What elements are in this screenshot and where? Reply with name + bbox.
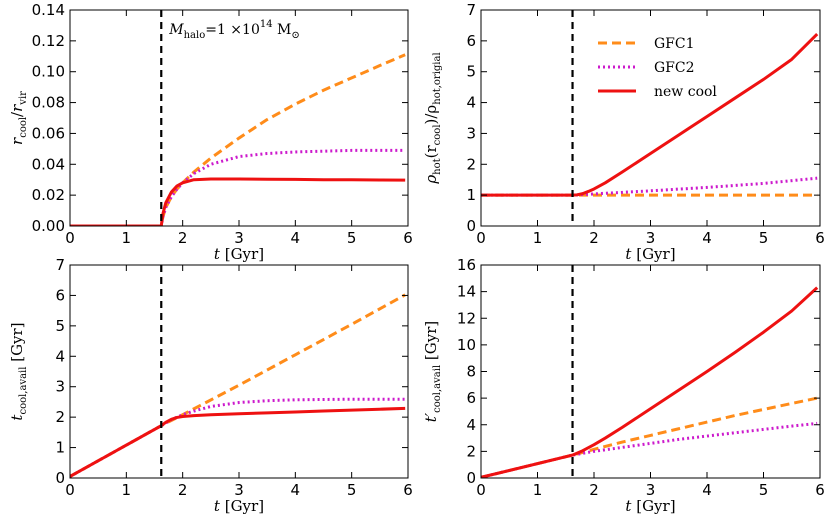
axes-frame <box>69 264 409 479</box>
x-tick-label: 4 <box>291 229 301 247</box>
y-tick-label: 2 <box>466 442 476 460</box>
y-tick-label: 5 <box>55 317 65 335</box>
y-tick-label: 12 <box>457 309 476 327</box>
x-tick-label: 0 <box>65 481 75 499</box>
x-tick-label: 3 <box>234 229 244 247</box>
y-tick-label: 1 <box>55 439 65 457</box>
y-axis-label: ρhot(rcool)/ρhot,origial <box>422 52 443 184</box>
y-tick-label: 0.02 <box>32 186 65 204</box>
y-tick-label: 6 <box>466 32 476 50</box>
series-line-new-cool <box>481 286 819 478</box>
y-tick-label: 10 <box>457 336 476 354</box>
y-tick-label: 4 <box>55 347 65 365</box>
x-tick-label: 1 <box>533 229 543 247</box>
x-tick-label: 4 <box>702 229 712 247</box>
x-tick-label: 2 <box>178 229 188 247</box>
y-axis-label: t′cool,avail [Gyr] <box>422 321 443 423</box>
x-tick-label: 6 <box>815 229 825 247</box>
x-tick-label: 3 <box>646 481 656 499</box>
y-tick-label: 0.00 <box>32 217 65 235</box>
x-tick-label: 5 <box>347 481 357 499</box>
y-tick-label: 3 <box>466 124 476 142</box>
y-tick-label: 0 <box>466 469 476 487</box>
axes-frame <box>480 9 821 227</box>
y-tick-label: 7 <box>55 256 65 274</box>
y-tick-label: 6 <box>55 286 65 304</box>
x-tick-label: 2 <box>589 229 599 247</box>
halo-mass-annotation: Mhalo=1 ×1014 M⊙ <box>168 19 300 41</box>
series-line-gfc1 <box>70 53 406 226</box>
series-line-new-cool <box>70 177 406 226</box>
y-axis-label: tcool,avail [Gyr] <box>8 322 29 420</box>
x-axis-label: t [Gyr] <box>625 245 675 263</box>
y-tick-label: 4 <box>466 416 476 434</box>
x-tick-label: 3 <box>646 229 656 247</box>
x-tick-label: 1 <box>122 481 132 499</box>
series-line-gfc2 <box>481 176 818 197</box>
axes-frame <box>480 264 821 479</box>
y-tick-label: 16 <box>457 256 476 274</box>
y-tick-label: 0.04 <box>32 155 65 173</box>
x-tick-label: 4 <box>702 481 712 499</box>
x-tick-label: 4 <box>291 481 301 499</box>
legend: GFC1 GFC2 new cool <box>598 36 717 100</box>
series-line-gfc2 <box>481 421 818 478</box>
y-tick-label: 0.08 <box>32 94 65 112</box>
x-tick-label: 3 <box>234 481 244 499</box>
x-tick-label: 5 <box>347 229 357 247</box>
series-line-new-cool <box>481 33 819 197</box>
y-tick-label: 3 <box>55 378 65 396</box>
x-tick-label: 0 <box>476 481 486 499</box>
x-tick-label: 5 <box>759 481 769 499</box>
x-tick-label: 2 <box>589 481 599 499</box>
x-tick-label: 6 <box>403 481 413 499</box>
x-tick-label: 2 <box>178 481 188 499</box>
y-tick-label: 0.12 <box>32 32 65 50</box>
y-tick-label: 0 <box>55 469 65 487</box>
y-tick-label: 0 <box>466 217 476 235</box>
axes-frame <box>69 9 409 227</box>
y-tick-label: 0.10 <box>32 63 65 81</box>
x-tick-label: 1 <box>533 481 543 499</box>
x-tick-label: 0 <box>476 229 486 247</box>
legend-label-gfc2: GFC2 <box>654 60 695 76</box>
series-line-new-cool <box>70 406 406 478</box>
y-tick-label: 4 <box>466 94 476 112</box>
x-axis-label: t [Gyr] <box>625 497 675 515</box>
y-tick-label: 0.14 <box>32 1 65 19</box>
panel-rcool: 0 1 2 3 4 5 6 0.00 0.02 0.04 0.06 0.08 0.10 0.12 0.14 t… <box>8 1 413 263</box>
x-tick-label: 1 <box>122 229 132 247</box>
x-tick-label: 6 <box>815 481 825 499</box>
y-tick-label: 5 <box>466 63 476 81</box>
y-tick-label: 14 <box>457 283 476 301</box>
y-tick-label: 2 <box>466 155 476 173</box>
legend-label-new-cool: new cool <box>654 84 717 100</box>
y-tick-label: 2 <box>55 408 65 426</box>
panel-tcool: 0 1 2 3 4 5 6 0 1 2 3 4 5 6 7 t [Gyr] tcool,avail [Gyr] <box>8 256 413 515</box>
y-tick-label: 7 <box>466 1 476 19</box>
x-axis-label: t [Gyr] <box>214 497 264 515</box>
y-tick-label: 8 <box>466 363 476 381</box>
panel-rhohot: 0 1 2 3 4 5 6 0 1 2 3 4 5 6 7 t [Gyr] ρhot(rcool)/ρhot,o… <box>422 1 825 263</box>
x-tick-label: 6 <box>403 229 413 247</box>
x-tick-label: 5 <box>759 229 769 247</box>
series-line-gfc1 <box>481 396 818 478</box>
y-tick-label: 0.06 <box>32 124 65 142</box>
y-tick-label: 6 <box>466 389 476 407</box>
x-tick-label: 0 <box>65 229 75 247</box>
series-line-gfc2 <box>70 148 406 226</box>
y-tick-label: 1 <box>466 186 476 204</box>
y-axis-label: rcool/rvir <box>8 91 29 145</box>
x-axis-label: t [Gyr] <box>214 245 264 263</box>
legend-label-gfc1: GFC1 <box>654 36 695 52</box>
